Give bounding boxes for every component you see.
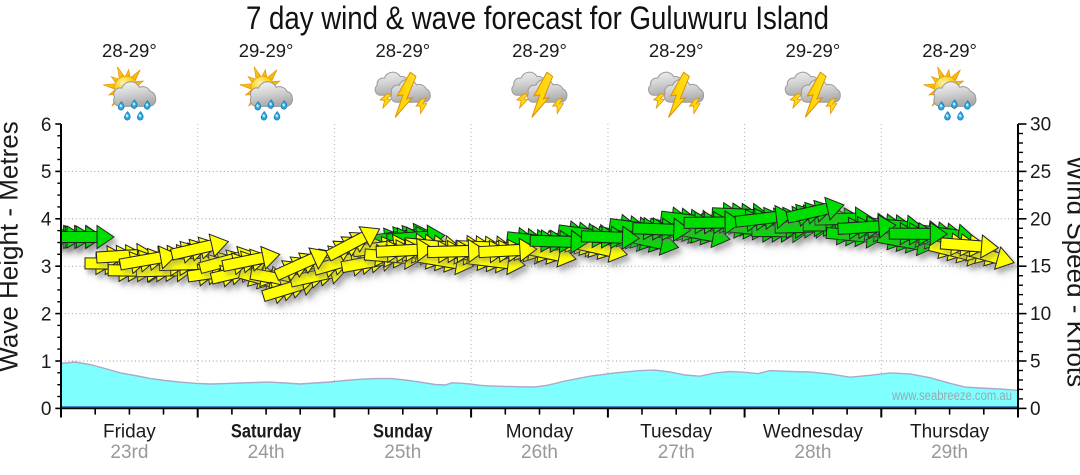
svg-text:Monday: Monday <box>506 422 574 443</box>
svg-text:0: 0 <box>41 399 52 420</box>
svg-text:24th: 24th <box>248 442 285 463</box>
svg-text:23rd: 23rd <box>110 442 148 463</box>
svg-text:2: 2 <box>41 304 52 325</box>
svg-text:28th: 28th <box>794 442 831 463</box>
svg-text:28-29°: 28-29° <box>922 40 977 61</box>
svg-text:5: 5 <box>1030 352 1041 373</box>
svg-text:28-29°: 28-29° <box>512 40 567 61</box>
svg-text:0: 0 <box>1030 399 1041 420</box>
svg-text:28-29°: 28-29° <box>649 40 704 61</box>
svg-text:Friday: Friday <box>103 422 156 443</box>
svg-text:1: 1 <box>41 352 52 373</box>
svg-text:Wind Speed - Knots: Wind Speed - Knots <box>1062 156 1080 387</box>
svg-text:7 day wind & wave forecast for: 7 day wind & wave forecast for Guluwuru … <box>246 0 829 36</box>
svg-text:Tuesday: Tuesday <box>640 422 713 443</box>
svg-text:26th: 26th <box>521 442 558 463</box>
svg-text:25th: 25th <box>384 442 421 463</box>
svg-text:Wednesday: Wednesday <box>763 422 863 443</box>
svg-text:Thursday: Thursday <box>910 422 990 443</box>
svg-text:6: 6 <box>41 115 52 136</box>
svg-text:Sunday: Sunday <box>373 422 433 443</box>
svg-text:25: 25 <box>1030 162 1051 183</box>
svg-text:28-29°: 28-29° <box>102 40 157 61</box>
svg-text:29-29°: 29-29° <box>786 40 841 61</box>
svg-text:www.seabreeze.com.au: www.seabreeze.com.au <box>891 388 1012 403</box>
svg-text:29th: 29th <box>931 442 968 463</box>
svg-text:Saturday: Saturday <box>231 422 302 443</box>
svg-text:10: 10 <box>1030 304 1051 325</box>
svg-text:20: 20 <box>1030 209 1051 230</box>
svg-text:30: 30 <box>1030 115 1051 136</box>
svg-text:Wave Height - Metres: Wave Height - Metres <box>0 121 24 371</box>
svg-text:15: 15 <box>1030 257 1051 278</box>
svg-text:3: 3 <box>41 257 52 278</box>
svg-text:29-29°: 29-29° <box>239 40 294 61</box>
svg-text:4: 4 <box>41 210 52 231</box>
svg-text:5: 5 <box>41 162 52 183</box>
svg-text:27th: 27th <box>658 442 695 463</box>
svg-text:28-29°: 28-29° <box>375 40 430 61</box>
